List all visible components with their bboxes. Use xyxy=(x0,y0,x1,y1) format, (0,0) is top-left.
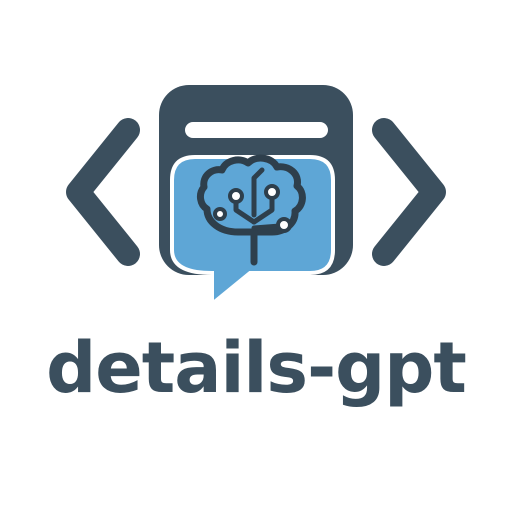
brand-name: details-gpt xyxy=(46,327,467,409)
chevron-right-icon xyxy=(372,118,446,266)
chevron-left-icon xyxy=(66,118,140,266)
brain-circuit-icon xyxy=(196,154,306,266)
